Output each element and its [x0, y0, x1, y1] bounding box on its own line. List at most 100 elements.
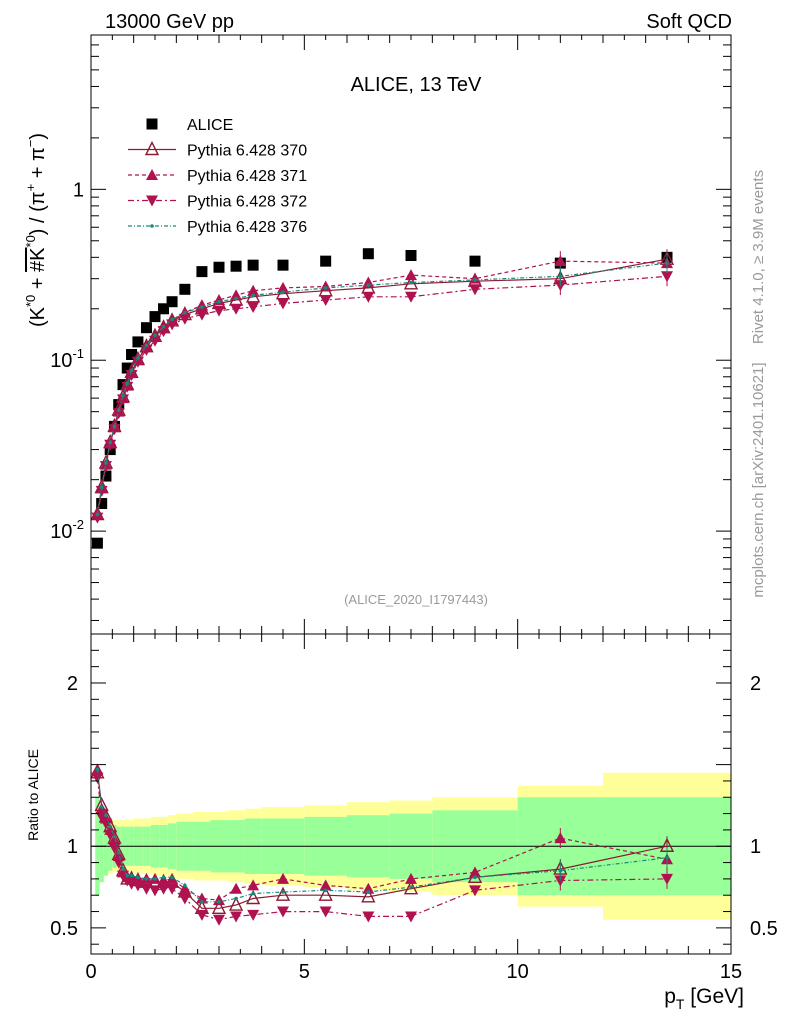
data-point — [112, 424, 117, 429]
data-point — [409, 885, 413, 889]
y-tick-label-right: 0.5 — [750, 918, 778, 940]
data-point — [170, 875, 174, 880]
data-point — [157, 883, 170, 895]
data-point — [126, 349, 138, 361]
data-point — [178, 893, 191, 905]
data-point — [149, 885, 161, 897]
data-point — [104, 813, 108, 818]
data-point — [213, 261, 225, 273]
series-line — [96, 769, 668, 903]
data-point — [251, 891, 255, 896]
data-point — [196, 266, 208, 278]
data-point — [323, 286, 328, 290]
y-tick-label-right: 2 — [750, 673, 761, 695]
data-point — [116, 850, 121, 855]
data-point — [195, 892, 208, 904]
data-point — [179, 283, 191, 295]
data-point — [131, 356, 144, 368]
data-point — [230, 911, 243, 923]
data-point — [136, 356, 140, 360]
data-point — [469, 284, 481, 296]
data-point — [99, 818, 112, 830]
series-pythia-6-428-372 — [91, 772, 673, 926]
data-point — [409, 280, 413, 285]
data-point — [153, 333, 157, 338]
mcplots-label: mcplots.cern.ch [arXiv:2401.10621] — [750, 362, 767, 597]
data-point — [121, 381, 134, 393]
data-point — [366, 890, 371, 894]
data-point — [144, 877, 149, 881]
data-point — [217, 899, 221, 904]
legend-label: Pythia 6.428 372 — [187, 194, 307, 211]
y-tick-label-left: 2 — [67, 673, 78, 695]
data-point — [140, 344, 153, 356]
data-point — [234, 296, 238, 301]
y-tick-label-left: 1 — [67, 836, 78, 858]
svg-text:(K*0 + #K*0) / (π+ + π−): (K*0 + #K*0) / (π+ + π−) — [23, 133, 49, 327]
data-point — [117, 394, 129, 406]
y-tick-label: 1 — [73, 179, 84, 201]
series-pythia-6-428-371 — [91, 251, 673, 520]
data-point — [661, 873, 673, 885]
data-point — [112, 857, 125, 869]
data-point — [362, 882, 375, 894]
legend-entry: Pythia 6.428 376 — [128, 219, 307, 236]
data-point — [554, 875, 567, 887]
data-point — [121, 362, 133, 374]
data-point — [251, 293, 255, 298]
data-point — [277, 906, 289, 918]
data-point — [121, 867, 125, 871]
data-point — [362, 911, 375, 923]
data-point — [469, 885, 481, 897]
data-point — [136, 875, 140, 880]
data-point — [131, 880, 144, 892]
data-point — [99, 461, 112, 473]
data-point — [362, 291, 375, 303]
data-point — [405, 269, 417, 281]
data-point — [161, 324, 166, 329]
data-point — [281, 890, 285, 894]
data-point — [361, 888, 376, 903]
data-point — [104, 461, 108, 465]
data-point — [277, 259, 289, 271]
data-point — [178, 313, 191, 325]
main-ylabel: (K*0 + #K*0) / (π+ + π−) — [23, 133, 49, 327]
data-point — [277, 872, 289, 884]
legend-marker — [144, 140, 160, 156]
data-point — [161, 875, 166, 880]
series-line — [96, 258, 668, 515]
data-point — [230, 303, 243, 315]
data-point — [247, 879, 260, 891]
data-point — [234, 896, 238, 901]
data-point — [157, 874, 170, 886]
data-point — [247, 909, 260, 921]
legend-marker — [146, 195, 158, 207]
data-point — [319, 280, 332, 292]
data-point — [183, 883, 187, 888]
data-point — [144, 343, 149, 348]
x-tick-label: 10 — [507, 961, 529, 983]
data-point — [228, 896, 244, 911]
legend-label: Pythia 6.428 371 — [187, 168, 307, 185]
series-pythia-6-428-376 — [95, 767, 669, 904]
legend-marker — [150, 224, 154, 228]
data-point — [473, 875, 477, 880]
series-pythia-6-428-376 — [95, 253, 669, 517]
data-point — [362, 248, 374, 260]
data-point — [125, 381, 130, 386]
data-point — [213, 914, 225, 926]
data-point — [91, 772, 104, 784]
x-tick-label: 0 — [85, 961, 96, 983]
series-line — [96, 260, 668, 515]
data-point — [178, 882, 191, 894]
data-point — [108, 424, 121, 436]
data-point — [665, 855, 669, 860]
data-point — [661, 271, 673, 283]
legend-entry: ALICE — [146, 117, 233, 134]
data-point — [277, 281, 289, 293]
data-point — [405, 911, 417, 923]
data-point — [246, 889, 261, 905]
data-point — [558, 868, 563, 873]
y-tick-label-right: 1 — [750, 836, 761, 858]
series-line — [96, 262, 668, 515]
